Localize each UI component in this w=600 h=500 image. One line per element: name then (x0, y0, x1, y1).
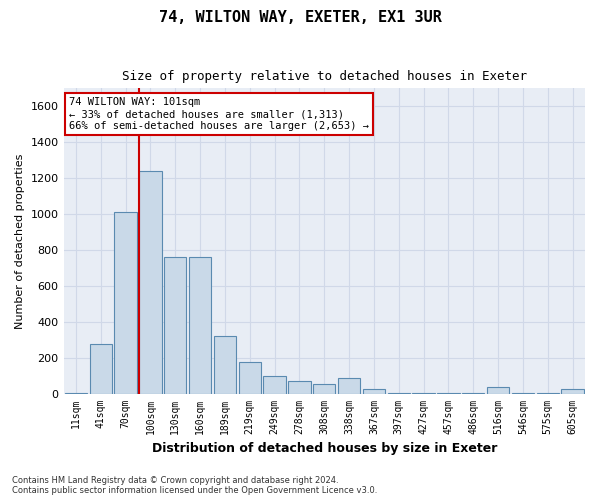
Bar (412, 392, 435, 394)
Bar (164, 257, 187, 394)
Bar (115, 212, 137, 394)
Bar (65, 392, 87, 394)
Bar (214, 336, 236, 394)
Bar (313, 384, 335, 394)
Bar (263, 376, 286, 394)
Bar (512, 392, 534, 394)
Bar (388, 392, 410, 394)
Bar (562, 389, 584, 394)
Bar (487, 388, 509, 394)
X-axis label: Distribution of detached houses by size in Exeter: Distribution of detached houses by size … (152, 442, 497, 455)
Bar (338, 378, 360, 394)
Bar (189, 257, 211, 394)
Bar (462, 392, 484, 394)
Bar (363, 389, 385, 394)
Bar (139, 171, 161, 394)
Text: 74, WILTON WAY, EXETER, EX1 3UR: 74, WILTON WAY, EXETER, EX1 3UR (158, 10, 442, 25)
Y-axis label: Number of detached properties: Number of detached properties (15, 154, 25, 328)
Title: Size of property relative to detached houses in Exeter: Size of property relative to detached ho… (122, 70, 527, 83)
Bar (89, 344, 112, 394)
Bar (288, 381, 311, 394)
Bar (437, 392, 460, 394)
Bar (239, 362, 261, 394)
Text: Contains HM Land Registry data © Crown copyright and database right 2024.
Contai: Contains HM Land Registry data © Crown c… (12, 476, 377, 495)
Text: 74 WILTON WAY: 101sqm
← 33% of detached houses are smaller (1,313)
66% of semi-d: 74 WILTON WAY: 101sqm ← 33% of detached … (69, 98, 369, 130)
Bar (536, 392, 559, 394)
